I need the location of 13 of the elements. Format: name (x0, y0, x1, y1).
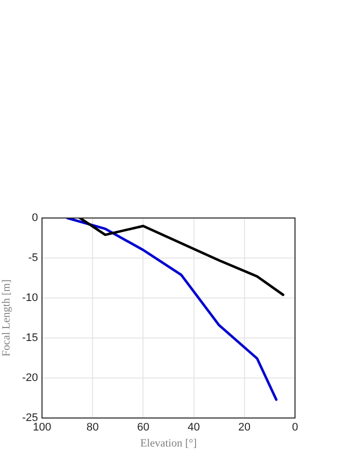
x-tick-label: 40 (188, 422, 200, 434)
y-tick-label: -5 (28, 252, 38, 264)
x-tick-label: 20 (238, 422, 251, 434)
x-axis-title: Elevation [°] (140, 437, 197, 450)
x-tick-label: 60 (137, 422, 150, 434)
y-tick-label: -15 (22, 332, 38, 344)
y-tick-label: -10 (22, 292, 38, 304)
y-tick-label: -20 (22, 372, 38, 384)
x-tick-label: 100 (32, 422, 52, 434)
x-tick-label: 80 (86, 422, 99, 434)
y-axis-title: Focal Length [m] (0, 280, 12, 356)
y-tick-label: 0 (32, 212, 38, 224)
x-tick-label: 0 (292, 422, 298, 434)
